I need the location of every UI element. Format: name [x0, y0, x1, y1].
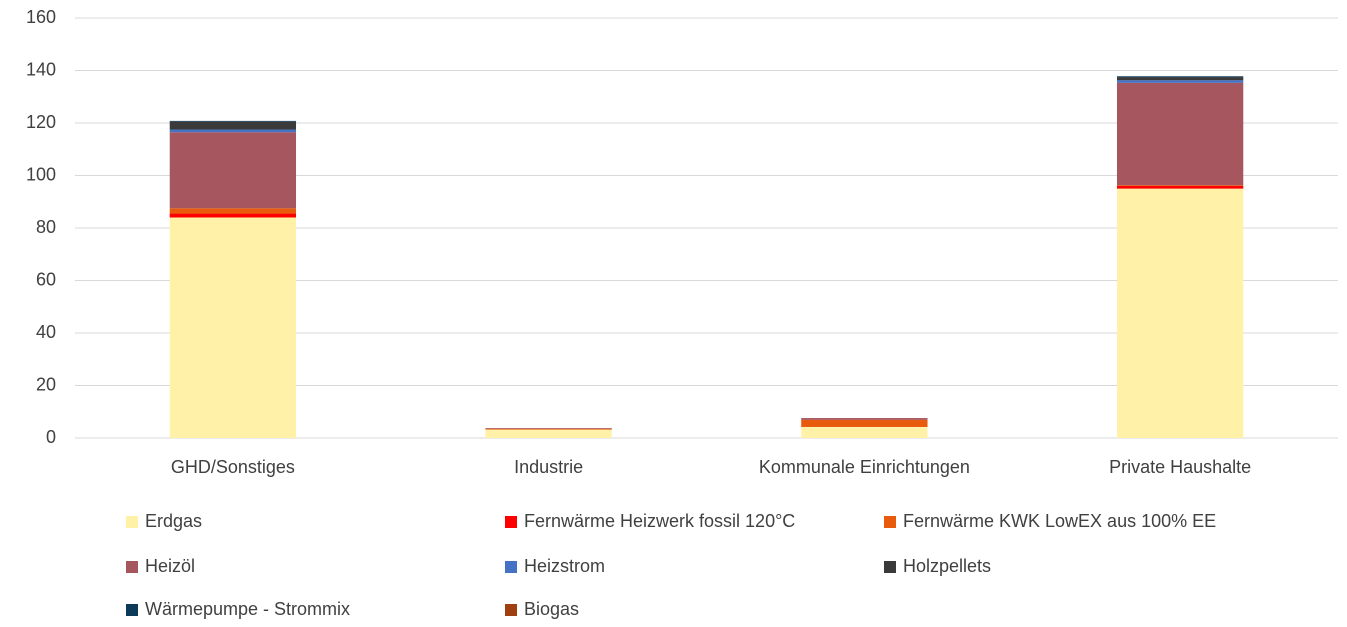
x-tick-label: Private Haushalte [1109, 457, 1251, 477]
legend-swatch [884, 561, 896, 573]
y-tick-label: 40 [36, 322, 56, 342]
bar-segment [1116, 82, 1244, 186]
bar-segment [485, 428, 612, 429]
bar-segment [169, 121, 297, 130]
y-tick-label: 100 [26, 164, 56, 184]
legend-swatch [505, 516, 517, 528]
bar-segment [169, 132, 297, 209]
x-tick-label: GHD/Sonstiges [171, 457, 295, 477]
bar-segment [1116, 186, 1244, 189]
legend-swatch [126, 516, 138, 528]
legend-label: Heizöl [145, 556, 195, 576]
bar-segment [169, 129, 297, 133]
bar-segment [485, 428, 612, 430]
legend-label: Wärmepumpe - Strommix [145, 599, 350, 619]
legend-label: Biogas [524, 599, 579, 619]
legend-swatch [126, 561, 138, 573]
legend-swatch [884, 516, 896, 528]
bar-segment [801, 426, 928, 438]
legend-label: Fernwärme Heizwerk fossil 120°C [524, 511, 795, 531]
bar-segment [801, 418, 928, 420]
bar-segment [1116, 76, 1244, 78]
y-tick-label: 20 [36, 374, 56, 394]
bar-segment [1116, 188, 1244, 438]
bar-segment [801, 419, 928, 427]
y-tick-label: 160 [26, 7, 56, 27]
legend-swatch [505, 561, 517, 573]
bar-segment [1116, 185, 1244, 186]
y-tick-label: 120 [26, 112, 56, 132]
y-tick-label: 80 [36, 217, 56, 237]
x-tick-label: Industrie [514, 457, 583, 477]
y-tick-label: 60 [36, 269, 56, 289]
legend-label: Holzpellets [903, 556, 991, 576]
legend-swatch [126, 604, 138, 616]
bar-segment [169, 208, 297, 214]
y-tick-label: 140 [26, 59, 56, 79]
legend-label: Heizstrom [524, 556, 605, 576]
legend-label: Erdgas [145, 511, 202, 531]
x-tick-label: Kommunale Einrichtungen [759, 457, 970, 477]
bar-segment [485, 429, 612, 438]
y-tick-label: 0 [46, 427, 56, 447]
bar-segment [169, 217, 297, 438]
legend-label: Fernwärme KWK LowEX aus 100% EE [903, 511, 1216, 531]
bar-segment [169, 120, 297, 122]
legend-swatch [505, 604, 517, 616]
bar-segment [1116, 80, 1244, 83]
bar-segment [169, 213, 297, 218]
bar-segment [1116, 77, 1244, 81]
